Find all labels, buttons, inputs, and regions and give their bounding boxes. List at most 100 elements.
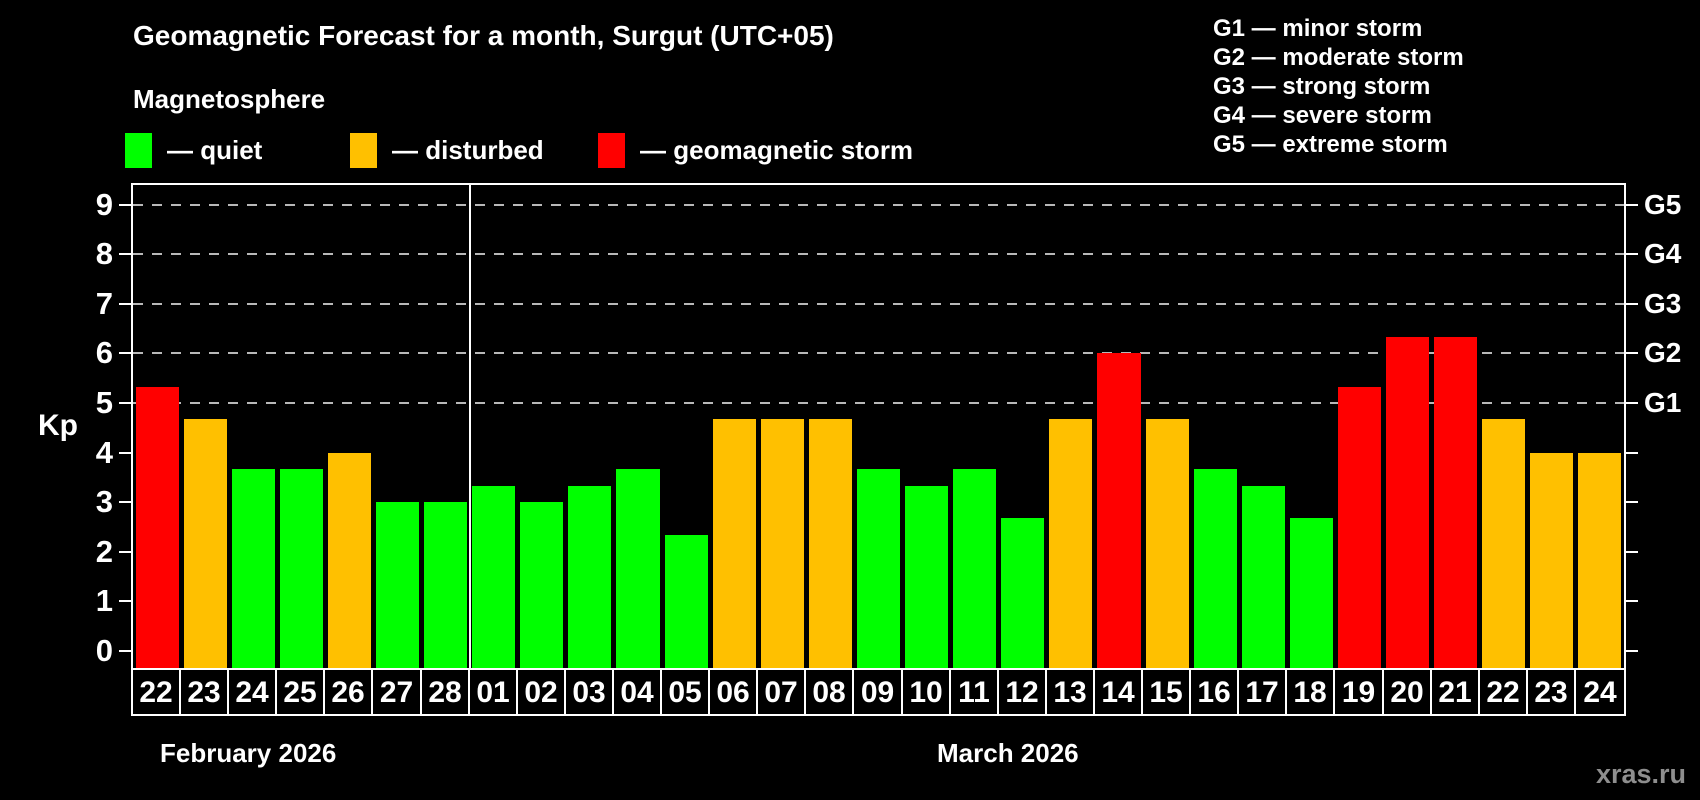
y-axis-tick-left-9 bbox=[119, 203, 131, 206]
kp-bar-day-28 bbox=[424, 502, 468, 668]
kp-bar-day-18 bbox=[1289, 518, 1333, 668]
kp-bar-day-09 bbox=[856, 468, 901, 668]
y-axis-tick-right-0 bbox=[1626, 649, 1638, 652]
date-cell-06: 06 bbox=[708, 668, 758, 716]
y-axis-tick-left-3 bbox=[119, 501, 131, 504]
date-cell-18: 18 bbox=[1285, 668, 1335, 716]
y-axis-tick-left-8 bbox=[119, 253, 131, 256]
date-cell-23: 23 bbox=[179, 668, 229, 716]
y-tick-label-8: 8 bbox=[95, 236, 113, 272]
y-axis-tick-left-0 bbox=[119, 649, 131, 652]
date-cell-20: 20 bbox=[1382, 668, 1432, 716]
kp-bar-day-10 bbox=[905, 485, 949, 668]
y-axis-tick-right-1 bbox=[1626, 600, 1638, 603]
g-axis-label-g2: G2 bbox=[1644, 337, 1682, 369]
date-cell-07: 07 bbox=[756, 668, 806, 716]
quiet-color-swatch bbox=[125, 133, 152, 168]
date-cell-25: 25 bbox=[275, 668, 325, 716]
date-cell-23: 23 bbox=[1526, 668, 1576, 716]
y-axis-tick-right-8 bbox=[1626, 253, 1638, 256]
date-cell-03: 03 bbox=[564, 668, 614, 716]
date-cell-26: 26 bbox=[323, 668, 373, 716]
date-cell-14: 14 bbox=[1093, 668, 1143, 716]
kp-bar-day-12 bbox=[1001, 518, 1045, 668]
y-axis-tick-left-5 bbox=[119, 401, 131, 404]
legend-storm-label: — geomagnetic storm bbox=[640, 135, 914, 165]
y-axis-tick-right-7 bbox=[1626, 302, 1638, 305]
kp-bar-day-24 bbox=[231, 468, 275, 668]
g-axis-label-g5: G5 bbox=[1644, 188, 1682, 220]
y-tick-label-7: 7 bbox=[95, 285, 113, 321]
plot-area: Kp 0 1 2 3 4 5 G1 6 G2 7 G3 8 G4 9 G5 bbox=[38, 183, 1681, 670]
g-scale-legend: G1 — minor storm G2 — moderate storm G3 … bbox=[1213, 14, 1464, 159]
date-cell-17: 17 bbox=[1237, 668, 1287, 716]
kp-bar-day-03 bbox=[568, 485, 612, 668]
y-tick-label-5: 5 bbox=[95, 384, 113, 420]
kp-bar-day-08 bbox=[808, 419, 852, 668]
grid-line-kp-5 bbox=[133, 401, 1624, 404]
kp-bar-day-16 bbox=[1193, 468, 1237, 668]
g5-legend-line: G5 — extreme storm bbox=[1213, 131, 1448, 158]
kp-bar-day-05 bbox=[664, 535, 708, 668]
g3-legend-line: G3 — strong storm bbox=[1213, 73, 1431, 100]
kp-bar-day-11 bbox=[953, 468, 997, 668]
legend-item-disturbed: — disturbed bbox=[350, 133, 544, 168]
kp-bar-day-04 bbox=[616, 468, 660, 668]
storm-color-swatch bbox=[598, 133, 625, 168]
date-cell-19: 19 bbox=[1333, 668, 1384, 716]
y-axis-tick-left-4 bbox=[119, 451, 131, 454]
kp-bar-day-02 bbox=[520, 502, 564, 668]
date-axis-row: 22 23 24 25 26 27 28 01 02 03 04 05 06 07 08 09 10 11 12 13… bbox=[131, 668, 1626, 716]
g-axis-label-g4: G4 bbox=[1644, 238, 1682, 270]
y-tick-label-9: 9 bbox=[95, 186, 113, 222]
y-axis-tick-right-5 bbox=[1626, 401, 1638, 404]
date-cell-10: 10 bbox=[901, 668, 951, 716]
date-cell-11: 11 bbox=[949, 668, 999, 716]
watermark-xras: xras.ru bbox=[1595, 759, 1686, 789]
kp-bar-day-22 bbox=[135, 386, 179, 668]
date-cell-08: 08 bbox=[804, 668, 854, 716]
y-axis-tick-right-4 bbox=[1626, 451, 1638, 454]
month-divider-line bbox=[468, 185, 471, 668]
kp-bar-day-27 bbox=[375, 502, 420, 668]
grid-line-kp-9 bbox=[133, 203, 1624, 206]
date-cell-13: 13 bbox=[1045, 668, 1095, 716]
date-cell-22: 22 bbox=[1478, 668, 1528, 716]
y-tick-label-4: 4 bbox=[95, 434, 113, 470]
month-label-february: February 2026 bbox=[160, 738, 337, 768]
legend-item-storm: — geomagnetic storm bbox=[598, 133, 913, 168]
kp-bar-day-23 bbox=[1530, 452, 1574, 668]
kp-bar-day-23 bbox=[183, 419, 227, 668]
legend-quiet-label: — quiet bbox=[167, 135, 263, 165]
y-tick-label-3: 3 bbox=[95, 484, 113, 520]
g1-legend-line: G1 — minor storm bbox=[1213, 15, 1423, 42]
g-axis-label-g1: G1 bbox=[1644, 386, 1682, 418]
date-cell-21: 21 bbox=[1430, 668, 1480, 716]
date-cell-27: 27 bbox=[371, 668, 422, 716]
date-cell-12: 12 bbox=[997, 668, 1047, 716]
grid-line-kp-8 bbox=[133, 253, 1624, 256]
y-axis-tick-left-6 bbox=[119, 352, 131, 355]
legend-item-quiet: — quiet bbox=[125, 133, 262, 168]
date-cell-15: 15 bbox=[1141, 668, 1191, 716]
kp-bar-day-06 bbox=[712, 419, 756, 668]
y-axis-tick-right-6 bbox=[1626, 352, 1638, 355]
date-cell-04: 04 bbox=[612, 668, 662, 716]
date-cell-01: 01 bbox=[468, 668, 518, 716]
kp-bar-day-25 bbox=[279, 468, 323, 668]
kp-bar-day-22 bbox=[1482, 419, 1526, 668]
month-label-march: March 2026 bbox=[937, 738, 1079, 768]
g-axis-label-g3: G3 bbox=[1644, 287, 1682, 319]
kp-bar-day-01 bbox=[472, 485, 516, 668]
y-axis-tick-left-2 bbox=[119, 550, 131, 553]
date-cell-02: 02 bbox=[516, 668, 566, 716]
kp-bar-day-17 bbox=[1241, 485, 1285, 668]
y-tick-label-2: 2 bbox=[95, 533, 113, 569]
date-cell-24: 24 bbox=[227, 668, 277, 716]
kp-bar-day-14 bbox=[1097, 353, 1141, 668]
date-cell-24: 24 bbox=[1574, 668, 1626, 716]
kp-bar-day-13 bbox=[1049, 419, 1093, 668]
g2-legend-line: G2 — moderate storm bbox=[1213, 44, 1464, 71]
y-axis-tick-right-3 bbox=[1626, 501, 1638, 504]
kp-bar-day-15 bbox=[1145, 419, 1189, 668]
